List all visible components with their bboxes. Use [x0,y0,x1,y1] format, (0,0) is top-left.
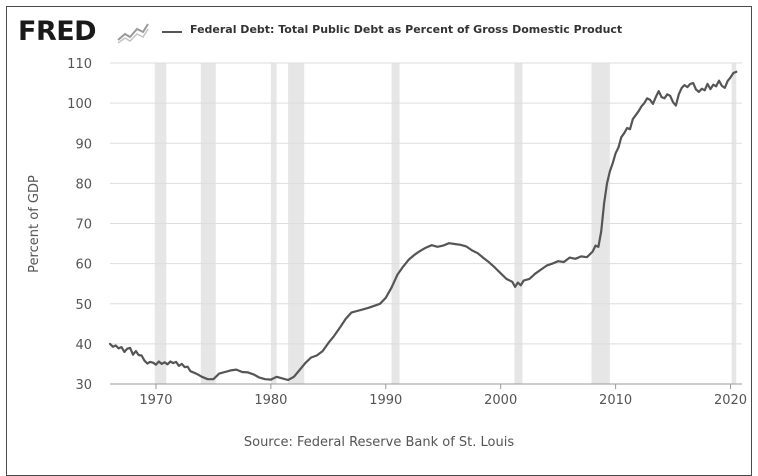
x-tick-label: 1970 [139,393,172,408]
x-tick-label: 2000 [484,393,517,408]
axes [110,383,742,389]
source-caption: Source: Federal Reserve Bank of St. Loui… [243,435,515,450]
y-tick-label: 110 [67,57,92,72]
y-tick-label: 70 [75,218,92,233]
chart-frame [6,6,752,476]
fred-chart-icon [116,20,150,44]
line-chart: 30 40 50 60 70 80 90 100 110 1970 1980 1990 2000 2010… [27,57,747,408]
x-tick-label: 1990 [369,393,402,408]
x-tick-label: 2020 [714,393,747,408]
x-tick-label: 2010 [599,393,632,408]
chart-header: FRED Federal Debt: Total Public Debt as … [12,12,742,52]
fred-logo[interactable]: FRED [18,16,97,47]
y-tick-label: 50 [75,298,92,313]
y-tick-label: 30 [75,378,92,393]
legend-swatch [162,31,182,33]
series-group [108,70,738,382]
y-axis-label: Percent of GDP [27,175,42,273]
legend-series-title: Federal Debt: Total Public Debt as Perce… [190,23,623,36]
tick-labels: 30 40 50 60 70 80 90 100 110 1970 1980 1990 2000 2010… [67,57,747,408]
y-tick-label: 60 [75,258,92,273]
x-tick-label: 1980 [254,393,287,408]
y-tick-label: 40 [75,338,92,353]
y-tick-label: 80 [75,177,92,192]
y-tick-label: 90 [75,137,92,152]
y-tick-label: 100 [67,97,92,112]
series-line [108,70,738,382]
